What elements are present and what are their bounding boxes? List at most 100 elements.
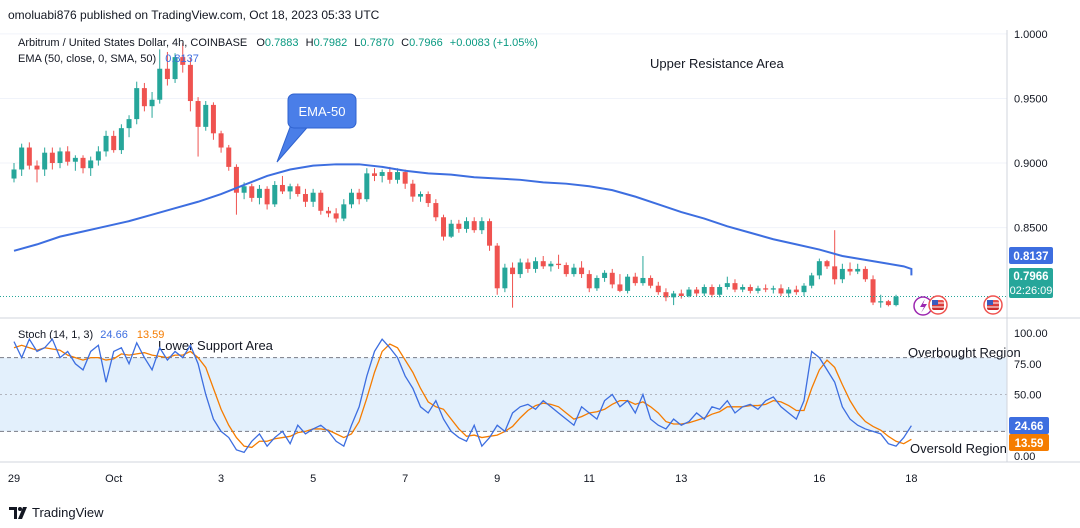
chart-canvas[interactable]: EMA-50 Upper Resistance Area Lower Suppo… xyxy=(0,0,1080,498)
candle-body xyxy=(694,289,700,294)
us-flag-icon[interactable] xyxy=(928,295,948,315)
candle xyxy=(218,130,224,153)
stoch-tick-label: 75.00 xyxy=(1014,359,1042,371)
candle xyxy=(325,206,331,218)
candle xyxy=(556,254,562,269)
candle-body xyxy=(425,194,431,204)
candle-body xyxy=(410,183,416,197)
candle xyxy=(333,208,339,223)
candle-body xyxy=(502,267,508,289)
candle xyxy=(233,164,239,215)
candle xyxy=(172,53,178,83)
symbol-label: Arbitrum / United States Dollar, 4h, COI… xyxy=(18,37,247,49)
ema-callout: EMA-50 xyxy=(276,93,357,163)
upper-resistance-label: Upper Resistance Area xyxy=(650,56,784,71)
time-tick-label: 9 xyxy=(494,473,500,485)
publish-header: omoluabi876 published on TradingView.com… xyxy=(0,0,1080,30)
candle-body xyxy=(256,188,262,198)
price-axis[interactable]: 1.0000 0.9500 0.9000 0.8500 xyxy=(1014,29,1048,235)
candle-body xyxy=(418,194,424,197)
ema-legend-label: EMA (50, close, 0, SMA, 50) xyxy=(18,53,156,65)
candle xyxy=(809,272,815,289)
candle-body xyxy=(885,301,891,306)
candle xyxy=(678,289,684,299)
price-tick-label: 0.9000 xyxy=(1014,158,1048,170)
candle xyxy=(793,285,799,295)
candle xyxy=(302,188,308,207)
stoch-d-badge-text: 13.59 xyxy=(1015,438,1044,450)
candle-body xyxy=(487,221,493,246)
time-axis[interactable]: 29 Oct 3 5 7 9 11 13 16 18 xyxy=(8,473,918,485)
candle-body xyxy=(816,261,822,276)
candle-body xyxy=(180,57,186,65)
stoch-tick-label: 0.00 xyxy=(1014,451,1035,463)
candle xyxy=(701,284,707,297)
candle-body xyxy=(149,99,155,107)
candle xyxy=(318,190,324,215)
candle-body xyxy=(870,279,876,303)
candle xyxy=(295,183,301,197)
candle-body xyxy=(371,173,377,176)
candle-body xyxy=(402,172,408,184)
svg-text:Stoch (14, 1, 3) 24.66: Stoch (14, 1, 3) 24.66 13.59 xyxy=(18,329,164,341)
tradingview-brand[interactable]: TradingView xyxy=(32,505,104,520)
stoch-d-legend: 13.59 xyxy=(137,329,165,341)
candle xyxy=(686,287,692,298)
candle-body xyxy=(295,186,301,195)
candle xyxy=(210,102,216,140)
price-badge-text: 0.7966 xyxy=(1013,271,1048,283)
stoch-tick-label: 100.00 xyxy=(1014,328,1048,340)
candle-body xyxy=(233,166,239,193)
close-value: 0.7966 xyxy=(409,37,443,49)
candle-body xyxy=(272,184,278,205)
candle xyxy=(310,188,316,207)
candle xyxy=(609,268,615,289)
candle-body xyxy=(80,157,86,169)
candle xyxy=(418,191,424,202)
overbought-label: Overbought Region xyxy=(908,345,1021,360)
candle-body xyxy=(395,172,400,180)
candle-body xyxy=(609,272,615,285)
candle xyxy=(379,169,385,183)
candle xyxy=(34,160,40,183)
candle-body xyxy=(709,287,715,295)
candle xyxy=(95,146,101,166)
candle-body xyxy=(479,221,485,231)
lower-support-label: Lower Support Area xyxy=(158,338,274,353)
candle xyxy=(632,272,638,286)
candle xyxy=(441,214,447,241)
candle-body xyxy=(141,88,147,107)
candle-body xyxy=(510,267,516,275)
candle-body xyxy=(203,104,209,127)
candle-body xyxy=(164,68,170,80)
stoch-k-badge: 24.66 xyxy=(1009,417,1049,434)
candle-body xyxy=(640,277,646,284)
candle xyxy=(885,299,891,307)
candle-body xyxy=(517,262,523,275)
candle xyxy=(448,219,454,238)
stoch-k-badge-text: 24.66 xyxy=(1015,421,1044,433)
candle-body xyxy=(103,135,109,152)
candle-body xyxy=(809,275,815,286)
candle-body xyxy=(456,223,462,229)
time-tick-label: 13 xyxy=(675,473,687,485)
us-flag-icon[interactable] xyxy=(983,295,1003,315)
candle xyxy=(42,147,48,176)
candle-body xyxy=(594,277,600,289)
candle xyxy=(602,270,608,282)
candle-body xyxy=(287,186,293,192)
candle-body xyxy=(671,293,677,298)
candle xyxy=(893,294,899,307)
candle-body xyxy=(218,133,224,148)
candle-body xyxy=(632,276,638,284)
candle xyxy=(203,101,209,131)
candle xyxy=(862,266,868,282)
candle-body xyxy=(824,261,830,267)
candle xyxy=(732,279,738,293)
candle-body xyxy=(847,268,853,272)
candle-body xyxy=(464,221,470,229)
candle-body xyxy=(226,147,232,167)
tradingview-logo-icon[interactable] xyxy=(8,504,28,522)
candle xyxy=(839,263,845,284)
